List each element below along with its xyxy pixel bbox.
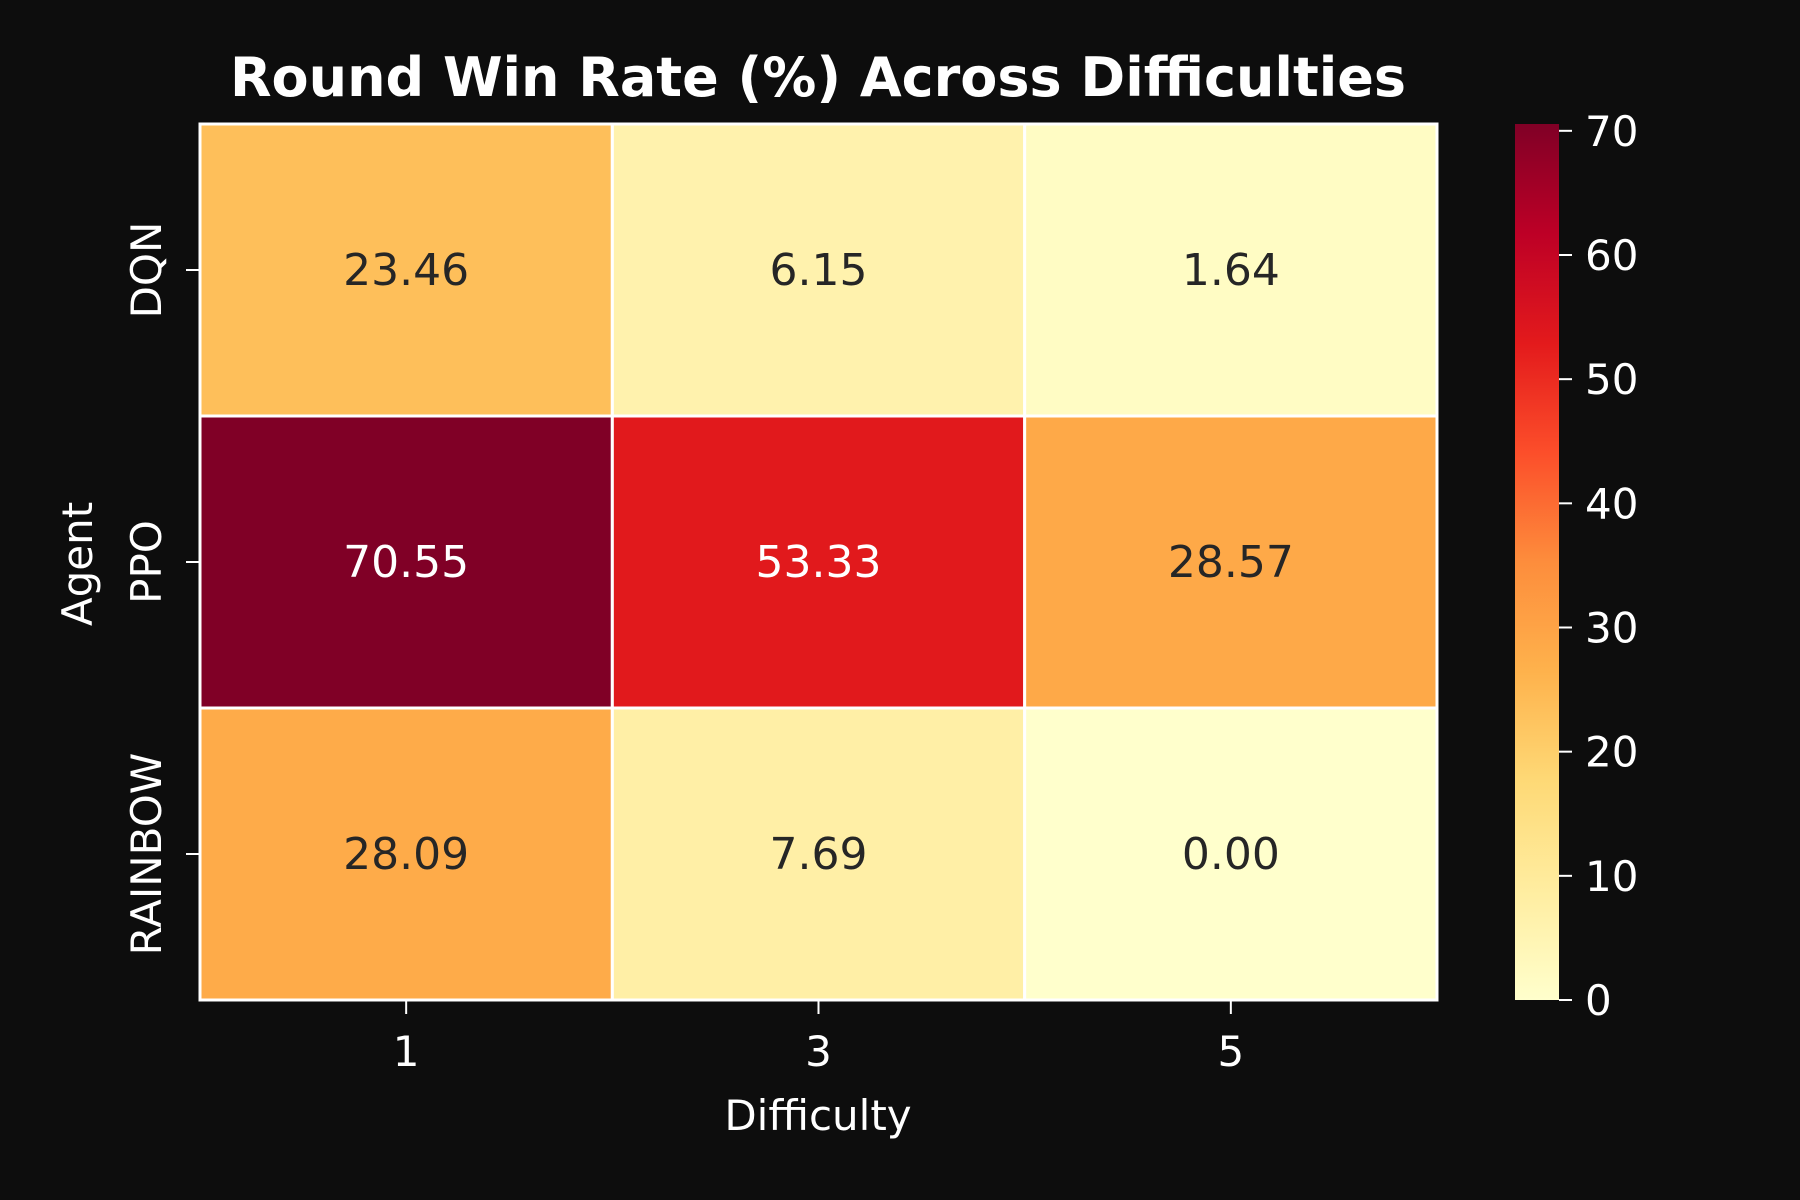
y-tick-label: RAINBOW: [122, 753, 171, 956]
cell-value-label: 28.57: [1168, 537, 1294, 588]
heatmap-cell: [1023, 122, 1439, 418]
cell-value-labels: 23.46 6.15 1.64 70.55 53.33 28.57 28.09 7.69 0.0…: [343, 245, 1294, 880]
colorbar-tick-label: 50: [1585, 355, 1638, 404]
y-tick-label: DQN: [122, 222, 171, 319]
colorbar-ticks: 0 10 20 30 40 50 60 70: [1559, 107, 1638, 1025]
cell-value-label: 70.55: [343, 537, 469, 588]
cell-value-label: 6.15: [770, 245, 868, 296]
colorbar-tick-label: 30: [1585, 603, 1638, 652]
colorbar-tick-label: 20: [1585, 728, 1638, 777]
colorbar-tick-label: 10: [1585, 852, 1638, 901]
x-tick-label: 3: [805, 1027, 832, 1076]
cell-value-label: 53.33: [756, 537, 882, 588]
heatmap-cell: [198, 122, 614, 418]
y-axis-ticks: DQN PPO RAINBOW: [122, 222, 200, 956]
x-axis-label: Difficulty: [724, 1091, 911, 1140]
colorbar-tick-label: 60: [1585, 231, 1638, 280]
heatmap-cell: [610, 414, 1027, 710]
cell-value-label: 28.09: [343, 829, 469, 880]
colorbar-tick-label: 40: [1585, 479, 1638, 528]
heatmap-cells: [198, 122, 1439, 1002]
x-tick-label: 1: [393, 1027, 420, 1076]
x-tick-label: 5: [1217, 1027, 1244, 1076]
chart-title: Round Win Rate (%) Across Difficulties: [230, 46, 1406, 109]
x-axis-ticks: 1 3 5: [393, 1000, 1244, 1076]
heatmap-cell: [610, 122, 1027, 418]
y-tick-label: PPO: [122, 520, 171, 604]
heatmap-cell: [1023, 414, 1439, 710]
colorbar-gradient: [1515, 124, 1559, 1000]
colorbar-tick-label: 70: [1585, 107, 1638, 156]
cell-value-label: 0.00: [1182, 829, 1280, 880]
y-axis-label: Agent: [53, 502, 102, 626]
heatmap-cell: [198, 414, 614, 710]
colorbar-tick-label: 0: [1585, 976, 1612, 1025]
colorbar: 0 10 20 30 40 50 60 70: [1515, 107, 1638, 1025]
heatmap-cell: [610, 706, 1027, 1002]
cell-value-label: 7.69: [770, 829, 868, 880]
cell-value-label: 23.46: [343, 245, 469, 296]
cell-value-label: 1.64: [1182, 245, 1280, 296]
